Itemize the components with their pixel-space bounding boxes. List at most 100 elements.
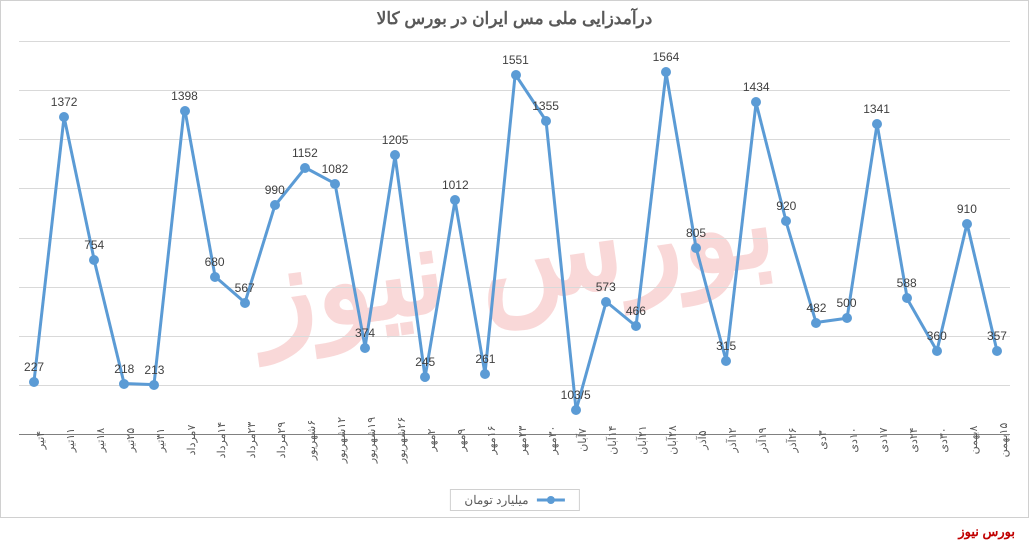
data-point [781, 216, 791, 226]
data-label: 910 [957, 202, 977, 216]
x-axis-label: ۱۲شهریور [335, 417, 348, 463]
data-point [59, 112, 69, 122]
legend-dot [547, 496, 555, 504]
line-segment [845, 124, 878, 319]
line-segment [364, 155, 397, 348]
gridline [19, 139, 1010, 140]
data-point [511, 70, 521, 80]
data-point [480, 369, 490, 379]
x-axis-label: ۹مهر [455, 429, 468, 452]
x-axis-label: ۱۰دی [847, 427, 860, 452]
data-label: 245 [415, 355, 435, 369]
data-label: 315 [716, 339, 736, 353]
data-label: 1434 [743, 80, 770, 94]
data-point [541, 116, 551, 126]
x-axis-label: ۱۴مرداد [215, 422, 228, 459]
data-label: 1372 [51, 95, 78, 109]
x-axis-label: ۵آذر [696, 430, 709, 449]
data-label: 567 [235, 281, 255, 295]
data-label: 500 [836, 296, 856, 310]
data-point [300, 163, 310, 173]
chart-title: درآمدزایی ملی مس ایران در بورس کالا [1, 1, 1028, 33]
data-label: 1398 [171, 89, 198, 103]
x-axis-label: ۳۱تیر [154, 428, 167, 452]
data-label: 1152 [292, 146, 318, 160]
data-point [240, 298, 250, 308]
data-point [992, 346, 1002, 356]
data-point [270, 200, 280, 210]
x-axis-label: ۲۳مرداد [245, 422, 258, 459]
data-label: 1564 [653, 50, 680, 64]
x-axis-label: ۴تیر [34, 431, 47, 449]
x-axis-label: ۳۰مهر [546, 426, 559, 455]
gridline [19, 385, 1010, 386]
x-axis-label: ۱۲آذر [726, 427, 739, 452]
legend: میلیارد تومان [449, 489, 579, 511]
gridline [19, 287, 1010, 288]
data-label: 1355 [532, 99, 559, 113]
data-point [661, 67, 671, 77]
x-axis-label: ۱۷دی [877, 427, 890, 452]
x-axis-label: ۲مهر [425, 429, 438, 452]
data-label: 1012 [442, 178, 469, 192]
data-label: 482 [806, 301, 826, 315]
x-axis-label: ۲۹مرداد [275, 422, 288, 459]
data-point [962, 219, 972, 229]
data-label: 1551 [502, 53, 529, 67]
data-point [571, 405, 581, 415]
line-segment [634, 72, 667, 326]
x-axis-label: ۱۹شهریور [365, 417, 378, 463]
gridline [19, 188, 1010, 189]
gridline [19, 336, 1010, 337]
x-axis-label: ۲۶شهریور [395, 417, 408, 463]
data-label: 213 [144, 363, 164, 377]
x-axis-label: ۸بهمن [967, 426, 980, 455]
x-axis-label: ۶شهریور [305, 420, 318, 460]
line-segment [905, 297, 938, 351]
data-point [601, 297, 611, 307]
data-point [180, 106, 190, 116]
x-axis-label: ۳دی [816, 430, 829, 449]
data-label: 466 [626, 304, 646, 318]
data-label: 990 [265, 183, 285, 197]
x-axis-label: ۱۸تیر [94, 428, 107, 452]
x-axis-label: ۲۳مهر [516, 426, 529, 455]
data-label: 374 [355, 326, 375, 340]
data-point [691, 243, 701, 253]
line-segment [333, 184, 366, 348]
data-point [842, 313, 852, 323]
data-point [89, 255, 99, 265]
x-axis-label: ۳۰دی [937, 427, 950, 452]
source-text: بورس نیوز [958, 524, 1015, 540]
data-label: 588 [897, 276, 917, 290]
data-point [210, 272, 220, 282]
data-label: 261 [475, 352, 495, 366]
line-segment [725, 102, 758, 361]
data-label: 920 [776, 199, 796, 213]
legend-marker [537, 495, 565, 505]
x-axis-label: ۱۴آبان [606, 425, 619, 454]
data-point [450, 195, 460, 205]
data-point [932, 346, 942, 356]
data-label: 218 [114, 362, 134, 376]
line-segment [183, 111, 216, 278]
data-label: 1205 [382, 133, 409, 147]
line-segment [33, 117, 66, 382]
x-axis-label: ۲۱آبان [636, 425, 649, 454]
data-point [420, 372, 430, 382]
x-axis-label: ۷آبان [576, 428, 589, 451]
line-segment [484, 75, 517, 374]
line-segment [424, 200, 457, 378]
x-axis-label: ۱۹آذر [756, 427, 769, 452]
data-point [751, 97, 761, 107]
data-point [721, 356, 731, 366]
data-label: 680 [205, 255, 225, 269]
data-point [360, 343, 370, 353]
x-axis-label: ۲۶آذر [786, 427, 799, 452]
data-point [631, 321, 641, 331]
plot-area: 2271372754218213139868056799011521082374… [19, 41, 1010, 432]
data-point [811, 318, 821, 328]
x-axis-label: ۲۴دی [907, 427, 920, 452]
line-segment [153, 111, 186, 385]
data-point [390, 150, 400, 160]
